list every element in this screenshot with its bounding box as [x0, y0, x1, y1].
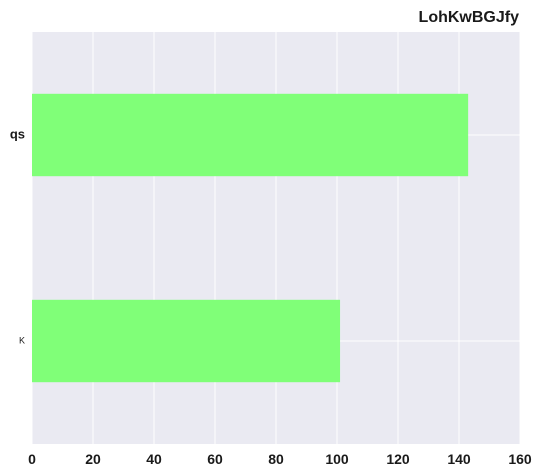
- x-tick-label-0: 0: [28, 451, 36, 467]
- x-tick-label-2: 40: [146, 451, 162, 467]
- y-tick-label-qs: qs: [10, 126, 25, 141]
- x-tick-label-6: 120: [386, 451, 410, 467]
- x-tick-label-1: 20: [85, 451, 101, 467]
- x-tick-label-7: 140: [447, 451, 471, 467]
- y-axis-ticks: qs K: [10, 126, 25, 345]
- chart-title: LohKwBGJfy: [419, 9, 520, 26]
- x-tick-label-5: 100: [325, 451, 349, 467]
- bars: [32, 93, 469, 383]
- x-tick-label-4: 80: [268, 451, 284, 467]
- bar-qs: [32, 93, 469, 177]
- x-tick-label-8: 160: [508, 451, 532, 467]
- y-tick-label-k: K: [19, 335, 25, 345]
- x-tick-label-3: 60: [207, 451, 223, 467]
- bar-k: [32, 299, 341, 383]
- x-axis-ticks: 0 20 40 60 80 100 120 140 160: [28, 451, 532, 467]
